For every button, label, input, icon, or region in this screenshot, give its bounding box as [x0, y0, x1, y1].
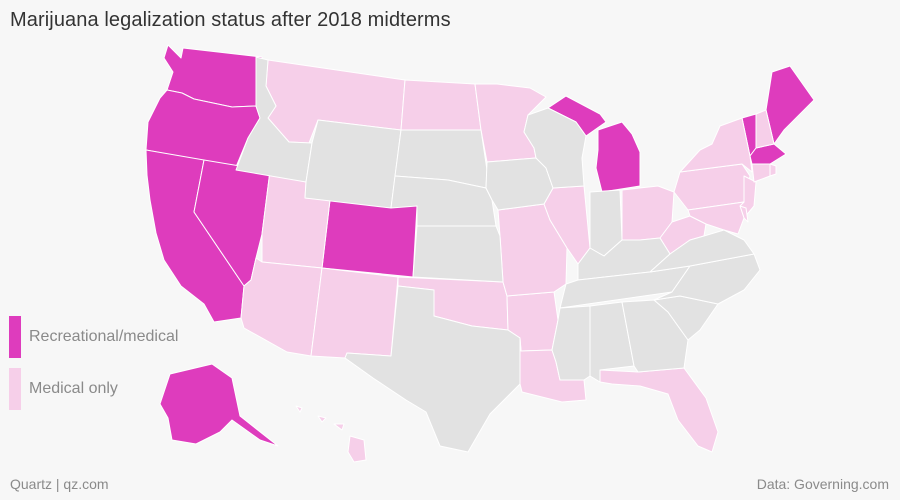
- state-fl: [599, 367, 719, 453]
- state-ia: [485, 157, 554, 211]
- chart-title: Marijuana legalization status after 2018…: [10, 9, 451, 31]
- state-wy: [304, 119, 402, 209]
- state-va: [649, 229, 755, 273]
- state-az: [240, 257, 323, 357]
- legend-item-medical: Medical only: [9, 368, 178, 410]
- legend-label-medical: Medical only: [29, 380, 118, 397]
- state-nh: [755, 109, 775, 149]
- state-ks: [412, 225, 504, 283]
- state-co: [321, 199, 418, 278]
- state-md: [687, 201, 745, 235]
- footer-source: Data: Governing.com: [756, 476, 889, 492]
- state-nm: [310, 267, 399, 359]
- legend-swatch-medical: [9, 368, 21, 410]
- state-me: [765, 65, 815, 145]
- footer-credit: Quartz | qz.com: [10, 476, 109, 492]
- state-ms: [551, 305, 591, 381]
- state-mi: [595, 121, 641, 193]
- legend-item-recreational: Recreational/medical: [9, 316, 178, 358]
- legend-label-recreational: Recreational/medical: [29, 328, 179, 345]
- state-ny: [679, 117, 753, 173]
- state-nd: [400, 79, 482, 131]
- state-hi: [295, 405, 367, 463]
- state-ct: [751, 163, 771, 183]
- state-il: [543, 185, 591, 265]
- state-tx: [344, 285, 521, 453]
- legend-swatch-recreational: [9, 316, 21, 358]
- state-wi: [523, 107, 587, 189]
- state-ri: [769, 163, 777, 177]
- state-ak: [159, 363, 279, 447]
- states-layer: [145, 44, 815, 463]
- legend: Recreational/medical Medical only: [9, 316, 178, 420]
